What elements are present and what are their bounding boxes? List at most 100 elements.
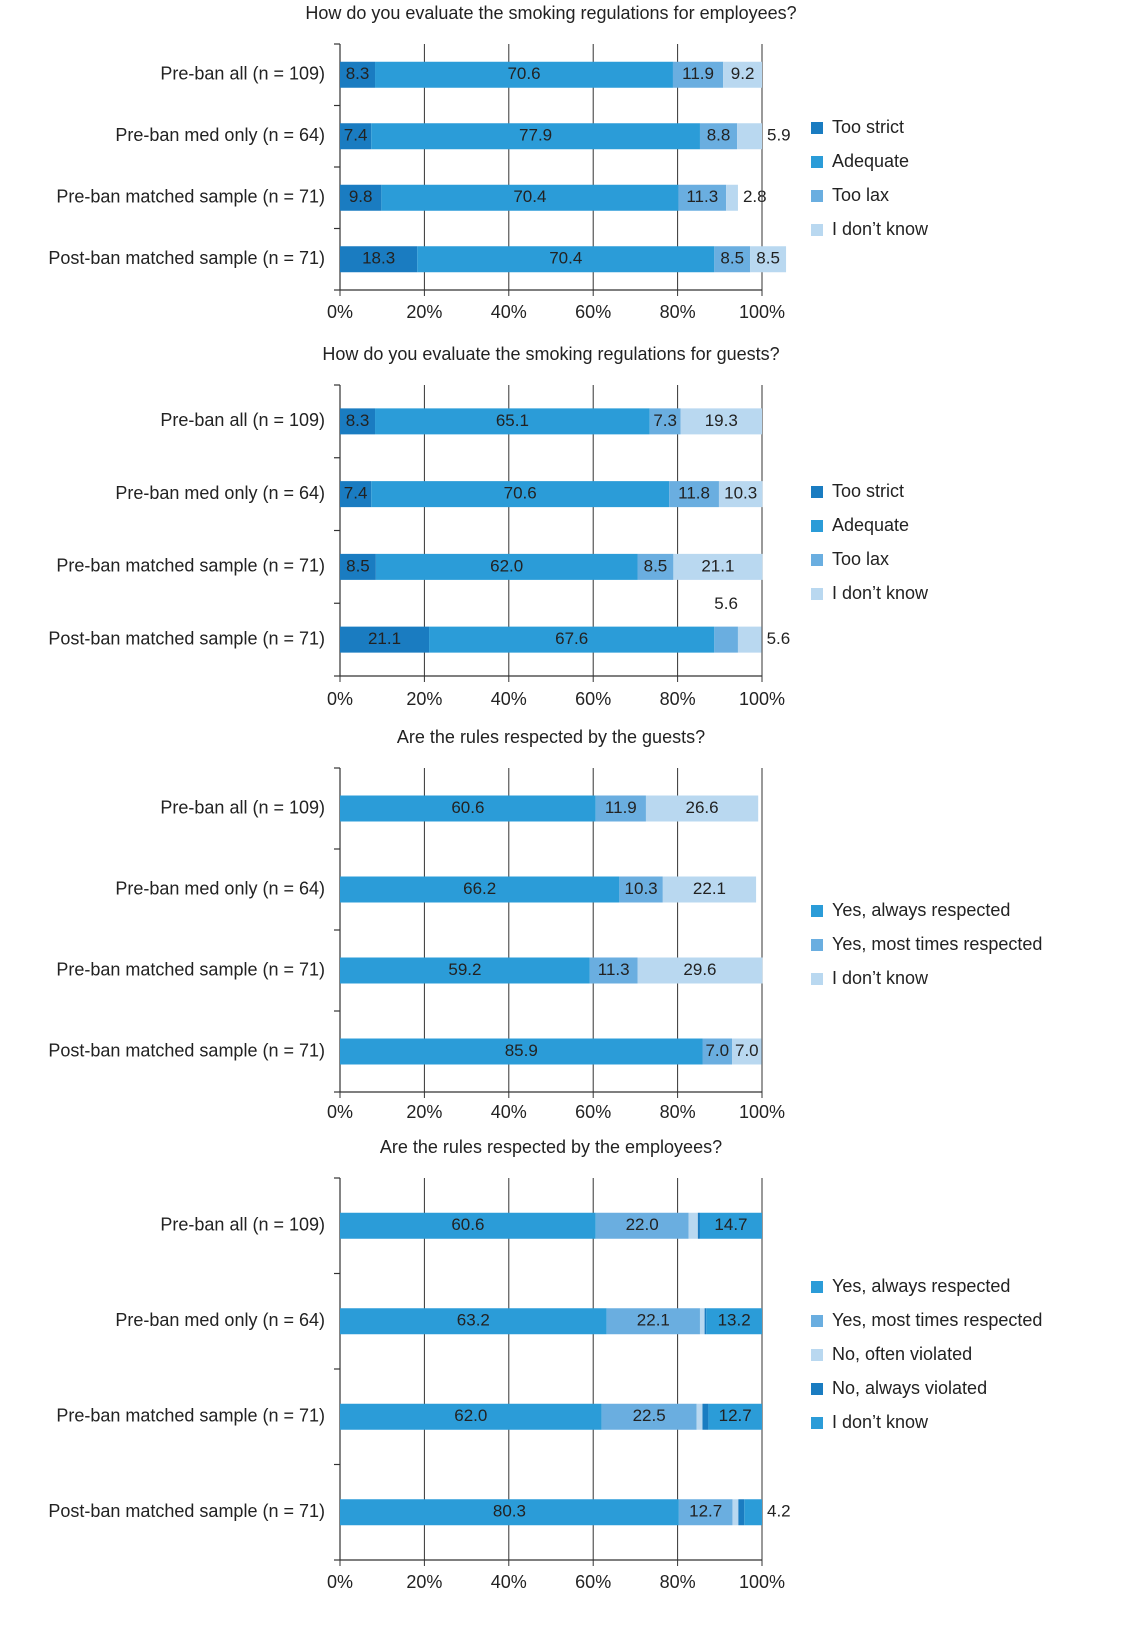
bar-segment [732,1499,739,1526]
x-tick-label: 80% [660,302,696,322]
x-tick-label: 0% [327,302,353,322]
x-tick-label: 20% [406,302,442,322]
value-label: 60.6 [451,1215,484,1234]
bar-segment [340,246,418,273]
bar-segment [723,61,762,88]
value-label: 67.6 [555,629,588,648]
bar-segment [340,123,372,150]
value-label: 12.7 [689,1502,722,1521]
bar-segment [699,1308,705,1335]
legend-swatch [811,486,823,498]
y-tick-label: Pre-ban matched sample (n = 71) [56,556,325,576]
legend-swatch [811,190,823,202]
value-label: 8.5 [346,556,370,575]
value-label: 70.4 [513,187,546,206]
bar-segment [696,1403,703,1430]
legend-label: Yes, most times respected [832,1310,1042,1330]
legend-swatch [811,973,823,985]
chart-title: How do you evaluate the smoking regulati… [305,3,796,23]
value-label: 8.3 [346,411,370,430]
x-tick-label: 0% [327,1102,353,1122]
value-label: 65.1 [496,411,529,430]
value-label: 22.0 [626,1215,659,1234]
bar-segment [726,184,738,211]
value-label: 7.0 [705,1041,729,1060]
x-tick-label: 40% [491,1572,527,1592]
bar-segment [704,1308,707,1335]
legend-label: Too strict [832,481,904,501]
value-label: 13.2 [718,1311,751,1330]
value-label: 70.4 [549,249,582,268]
bar-segment [595,795,646,822]
y-tick-label: Pre-ban med only (n = 64) [115,878,325,898]
bar-segment [371,123,700,150]
bar-segment [737,123,762,150]
bar-segment [371,481,670,508]
value-label: 11.8 [678,484,710,503]
x-tick-label: 60% [575,689,611,709]
legend-swatch [811,1281,823,1293]
x-tick-label: 0% [327,1572,353,1592]
bar-segment [706,1308,762,1335]
legend-swatch [811,588,823,600]
legend-swatch [811,1417,823,1429]
legend-label: Too strict [832,117,904,137]
legend-swatch [811,905,823,917]
value-label: 62.0 [490,556,523,575]
value-label: 21.1 [368,629,401,648]
y-tick-label: Pre-ban all (n = 109) [160,1215,325,1235]
legend-label: Adequate [832,151,909,171]
x-tick-label: 20% [406,1102,442,1122]
value-label: 29.6 [683,960,716,979]
y-tick-label: Pre-ban med only (n = 64) [115,483,325,503]
bar-segment [375,61,673,88]
legend-swatch [811,1383,823,1395]
bar-segment [702,1038,733,1065]
bar-segment [669,481,719,508]
y-tick-label: Pre-ban all (n = 109) [160,64,325,84]
value-label: 77.9 [519,126,552,145]
bar-segment [714,626,738,653]
x-tick-label: 40% [491,302,527,322]
value-label: 8.5 [720,249,744,268]
y-tick-label: Post-ban matched sample (n = 71) [48,1501,325,1521]
bar-segment [381,184,679,211]
bar-segment [340,553,376,580]
value-label: 9.8 [349,187,373,206]
bar-segment [340,1403,602,1430]
value-label: 7.4 [344,484,368,503]
x-tick-label: 60% [575,1102,611,1122]
legend-swatch [811,156,823,168]
value-label: 22.1 [693,879,726,898]
x-tick-label: 80% [660,689,696,709]
value-label: 8.3 [346,64,370,83]
value-label: 63.2 [457,1311,490,1330]
value-label: 12.7 [719,1406,752,1425]
bar-segment [645,795,759,822]
x-tick-label: 0% [327,689,353,709]
bar-segment [606,1308,700,1335]
bar-segment [699,123,738,150]
bar-segment [673,553,763,580]
value-label: 5.6 [767,629,791,648]
legend-label: Yes, always respected [832,1276,1010,1296]
bar-segment [649,408,681,435]
bar-segment [680,408,762,435]
x-tick-label: 100% [739,1102,785,1122]
x-tick-label: 80% [660,1572,696,1592]
bar-segment [340,184,382,211]
value-label: 7.3 [653,411,677,430]
chart-title: Are the rules respected by the employees… [380,1137,722,1157]
value-label: 5.9 [767,126,791,145]
legend-swatch [811,939,823,951]
legend-label: No, often violated [832,1344,972,1364]
legend-swatch [811,1315,823,1327]
legend-label: I don’t know [832,1412,929,1432]
value-label: 4.2 [767,1502,791,1521]
bar-segment [340,876,620,903]
bar-segment [375,553,638,580]
value-label: 60.6 [451,798,484,817]
value-label: 8.5 [756,249,780,268]
bar-segment [595,1212,689,1239]
value-label: 10.3 [625,879,658,898]
